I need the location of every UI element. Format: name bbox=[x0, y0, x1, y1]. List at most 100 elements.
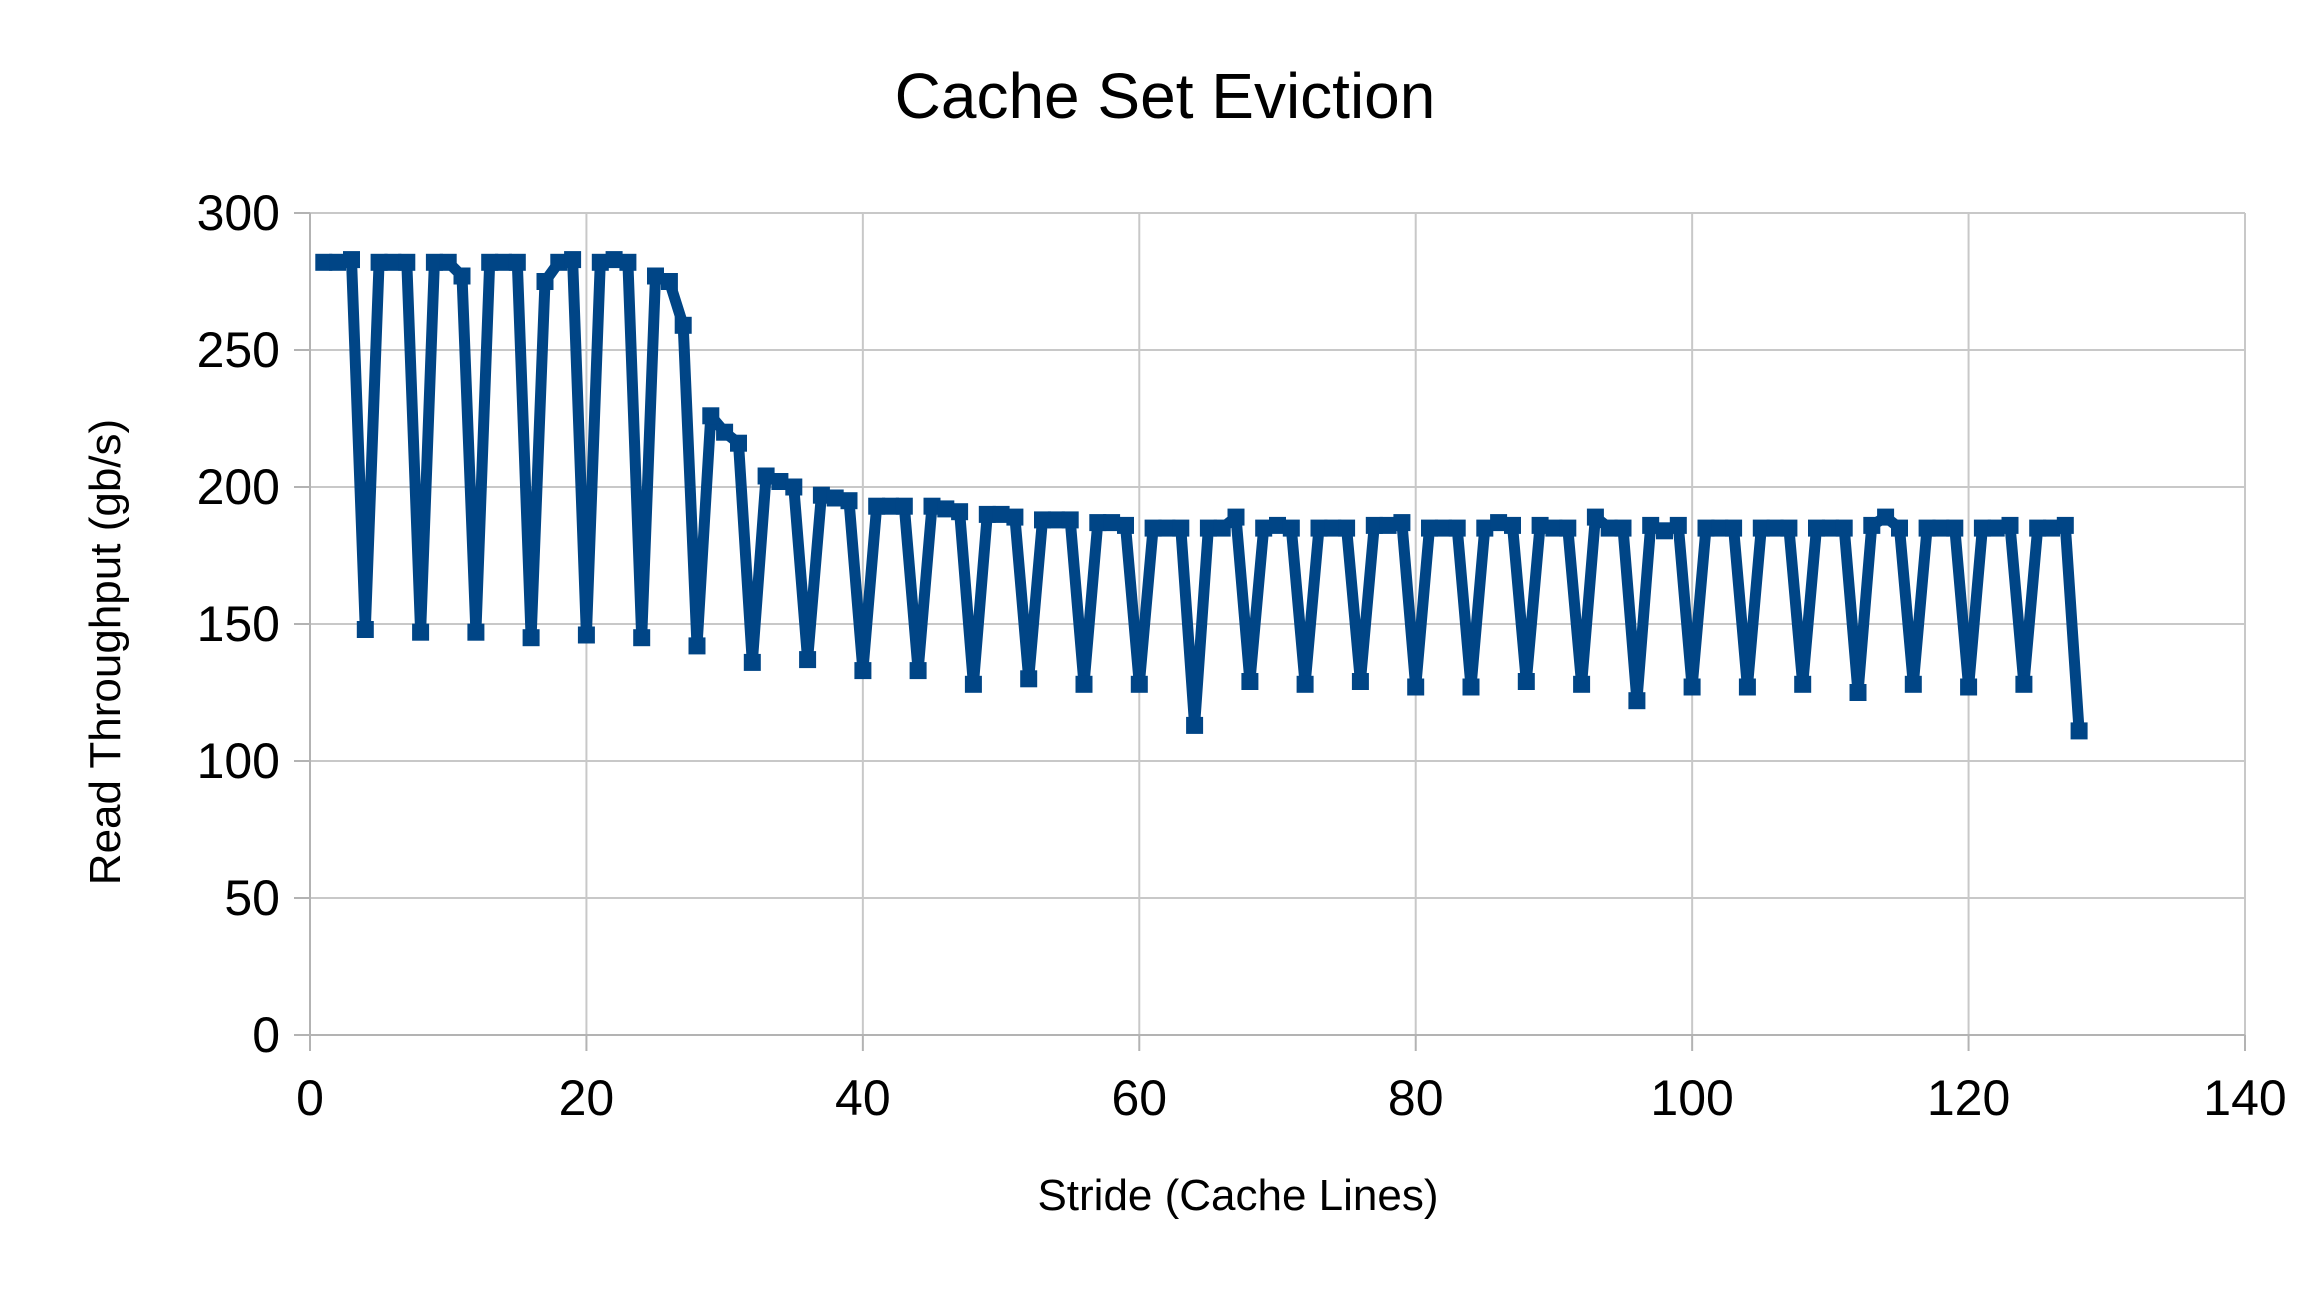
data-point-marker bbox=[1103, 514, 1121, 532]
data-point-marker bbox=[1365, 516, 1383, 534]
data-point-marker bbox=[315, 253, 333, 271]
data-point-marker bbox=[2001, 516, 2019, 534]
data-point-marker bbox=[951, 503, 969, 521]
x-tick-label: 80 bbox=[1388, 1070, 1444, 1126]
data-point-marker bbox=[840, 492, 858, 510]
y-tick-label: 0 bbox=[252, 1007, 280, 1063]
data-point-marker bbox=[1642, 516, 1660, 534]
data-point-marker bbox=[412, 623, 430, 641]
data-point-marker bbox=[674, 316, 692, 334]
data-point-marker bbox=[384, 253, 402, 271]
data-point-marker bbox=[1683, 678, 1701, 696]
data-point-marker bbox=[1034, 511, 1051, 529]
chart-title: Cache Set Eviction bbox=[895, 60, 1436, 132]
data-point-marker bbox=[1738, 678, 1756, 696]
data-point-marker bbox=[1656, 522, 1673, 540]
x-axis-title: Stride (Cache Lines) bbox=[1037, 1171, 1438, 1220]
x-tick-label: 40 bbox=[835, 1070, 891, 1126]
data-point-marker bbox=[771, 473, 789, 490]
data-point-marker bbox=[1932, 519, 1950, 537]
data-point-marker bbox=[1186, 716, 1204, 734]
data-point-marker bbox=[660, 273, 678, 290]
data-point-marker bbox=[1117, 516, 1134, 534]
data-point-marker bbox=[1863, 516, 1881, 534]
data-point-marker bbox=[329, 253, 347, 271]
data-point-marker bbox=[1669, 516, 1687, 534]
data-point-marker bbox=[812, 486, 830, 504]
data-point-marker bbox=[688, 637, 706, 655]
x-tick-label: 100 bbox=[1650, 1070, 1733, 1126]
x-tick-label: 140 bbox=[2203, 1070, 2286, 1126]
data-point-marker bbox=[1835, 519, 1853, 537]
data-point-marker bbox=[2070, 722, 2088, 740]
data-point-marker bbox=[1960, 678, 1978, 696]
data-point-marker bbox=[1241, 673, 1259, 690]
data-point-marker bbox=[1586, 508, 1604, 526]
data-point-marker bbox=[1213, 519, 1231, 537]
y-tick-labels: 0 50 100 150 200 250 300 bbox=[197, 185, 280, 1063]
data-point-marker bbox=[481, 253, 499, 271]
data-point-marker bbox=[895, 497, 913, 515]
data-point-marker bbox=[826, 489, 844, 507]
data-point-marker bbox=[1531, 516, 1549, 534]
data-point-marker bbox=[1821, 519, 1839, 537]
data-point-marker bbox=[1877, 508, 1895, 526]
data-point-marker bbox=[1973, 519, 1991, 537]
data-point-marker bbox=[1089, 514, 1107, 532]
y-tick-label: 250 bbox=[197, 322, 280, 378]
data-point-marker bbox=[1476, 519, 1494, 537]
y-tick-label: 50 bbox=[224, 870, 280, 926]
x-tick-labels: 0 20 40 60 80 100 120 140 bbox=[296, 1070, 2287, 1126]
data-point-marker bbox=[564, 251, 582, 269]
data-point-marker bbox=[1324, 519, 1342, 537]
data-point-marker bbox=[508, 253, 526, 271]
data-point-marker bbox=[1808, 519, 1825, 537]
data-point-marker bbox=[1144, 519, 1162, 537]
data-point-marker bbox=[536, 273, 554, 290]
data-point-marker bbox=[1199, 519, 1217, 537]
data-point-marker bbox=[647, 267, 664, 285]
y-tick-label: 200 bbox=[197, 459, 280, 515]
data-point-marker bbox=[909, 662, 927, 680]
data-point-marker bbox=[882, 497, 899, 515]
data-point-marker bbox=[1351, 673, 1369, 690]
data-point-marker bbox=[1075, 675, 1093, 693]
data-point-marker bbox=[522, 629, 540, 647]
data-point-marker bbox=[2056, 516, 2074, 534]
data-point-marker bbox=[343, 251, 360, 269]
data-point-marker bbox=[1559, 519, 1577, 537]
data-point-marker bbox=[619, 253, 637, 271]
data-point-marker bbox=[495, 253, 512, 271]
data-point-marker bbox=[799, 651, 817, 669]
data-point-marker bbox=[743, 653, 761, 671]
data-point-marker bbox=[370, 253, 388, 271]
data-point-marker bbox=[1849, 684, 1867, 701]
data-point-marker bbox=[356, 621, 374, 638]
data-point-marker bbox=[1462, 678, 1480, 696]
data-point-marker bbox=[1020, 670, 1038, 688]
data-point-marker bbox=[1545, 519, 1563, 537]
y-tick-label: 150 bbox=[197, 596, 280, 652]
data-point-marker bbox=[425, 253, 443, 271]
data-point-marker bbox=[1628, 692, 1646, 710]
data-point-marker bbox=[467, 623, 485, 641]
data-point-marker bbox=[964, 675, 982, 693]
data-point-marker bbox=[577, 626, 595, 644]
axes bbox=[294, 212, 2246, 1051]
data-point-marker bbox=[702, 407, 720, 425]
data-point-marker bbox=[439, 253, 457, 271]
data-point-marker bbox=[992, 505, 1010, 523]
data-point-marker bbox=[2029, 519, 2047, 537]
data-point-marker bbox=[1780, 519, 1798, 537]
data-point-marker bbox=[868, 497, 886, 515]
data-point-marker bbox=[937, 500, 955, 518]
data-point-marker bbox=[1904, 675, 1922, 693]
data-point-marker bbox=[978, 505, 996, 523]
data-point-marker bbox=[1600, 519, 1618, 537]
data-point-marker bbox=[854, 662, 872, 680]
data-point-marker bbox=[1614, 519, 1632, 537]
data-point-marker bbox=[2043, 519, 2060, 537]
x-tick-label: 60 bbox=[1111, 1070, 1167, 1126]
